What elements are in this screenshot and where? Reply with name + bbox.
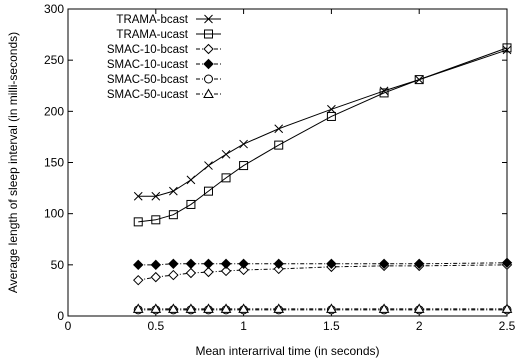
legend-marker <box>203 58 214 70</box>
x-tick-label: 2.5 <box>499 319 516 333</box>
x-tick-label: 1 <box>240 319 247 333</box>
legend-label: SMAC-50-ucast <box>107 89 189 101</box>
legend-entry: TRAMA-bcast <box>116 14 221 26</box>
data-point <box>204 161 213 170</box>
series-layer <box>132 43 513 315</box>
data-point <box>238 264 249 276</box>
data-point <box>501 303 513 313</box>
series-line <box>138 47 508 223</box>
data-point <box>203 258 214 270</box>
data-point <box>379 86 389 96</box>
data-point <box>186 199 196 209</box>
data-point <box>168 210 178 220</box>
series-smac-50-ucast <box>132 303 513 313</box>
data-point <box>378 258 390 270</box>
x-tick-label: 0.5 <box>147 319 164 333</box>
data-point <box>150 259 162 271</box>
data-point <box>133 259 144 271</box>
data-point <box>168 269 179 281</box>
data-point <box>414 75 424 85</box>
data-point <box>185 267 197 279</box>
y-tick-label: 200 <box>44 104 64 118</box>
data-point <box>150 271 162 283</box>
data-point <box>274 140 284 150</box>
data-point <box>221 149 231 159</box>
series-trama-bcast <box>133 45 512 201</box>
data-point <box>169 186 178 196</box>
data-point <box>239 139 248 149</box>
data-point <box>273 258 284 270</box>
data-point <box>168 303 179 313</box>
data-point <box>185 258 197 270</box>
data-point <box>326 303 337 313</box>
data-point <box>413 303 425 313</box>
legend-label: SMAC-50-bcast <box>107 74 189 86</box>
data-point <box>220 303 232 313</box>
data-point <box>239 161 249 171</box>
data-point <box>185 303 197 313</box>
data-point <box>413 258 425 270</box>
legend-label: TRAMA-ucast <box>116 29 188 41</box>
data-point <box>133 217 143 227</box>
legend-marker <box>203 88 214 98</box>
data-point <box>326 258 337 270</box>
legend-label: TRAMA-bcast <box>116 14 188 26</box>
data-point <box>326 111 336 121</box>
legend-entry: TRAMA-ucast <box>116 29 221 41</box>
legend-entry: SMAC-50-bcast <box>107 74 221 86</box>
data-point <box>168 258 179 270</box>
data-point <box>220 265 232 277</box>
x-tick-label: 0 <box>65 319 72 333</box>
x-tick-label: 2 <box>416 319 423 333</box>
data-point <box>378 303 390 313</box>
data-point <box>220 258 232 270</box>
data-point <box>186 175 196 185</box>
y-tick-label: 150 <box>44 156 64 170</box>
data-point <box>203 303 214 313</box>
data-point <box>151 191 161 201</box>
y-tick-label: 100 <box>44 207 64 221</box>
data-point <box>502 43 512 53</box>
data-point <box>203 266 214 278</box>
y-axis-label: Average length of sleep interval (in mil… <box>6 32 20 293</box>
series-line <box>138 49 508 197</box>
data-point <box>151 215 161 225</box>
series-trama-ucast <box>133 43 512 227</box>
y-tick-label: 250 <box>44 53 64 67</box>
data-point <box>502 45 512 55</box>
legend-entry: SMAC-10-ucast <box>107 58 221 71</box>
data-point <box>133 191 143 201</box>
data-point <box>379 88 389 98</box>
x-tick-label: 1.5 <box>323 319 340 333</box>
data-point <box>274 124 284 134</box>
data-point <box>150 303 162 313</box>
data-point <box>238 303 249 313</box>
legend-marker <box>204 29 213 39</box>
data-point <box>501 257 513 268</box>
data-point <box>221 173 231 183</box>
y-tick-label: 300 <box>44 2 64 16</box>
x-axis-label: Mean interarrival time (in seconds) <box>195 344 379 358</box>
data-point <box>203 186 213 196</box>
y-tick-label: 50 <box>51 258 65 272</box>
legend-marker <box>204 74 213 84</box>
data-point <box>133 274 144 286</box>
legend: TRAMA-bcast TRAMA-ucast SMAC-10-bcast SMAC-… <box>107 14 221 101</box>
data-point <box>132 303 144 313</box>
series-line <box>138 264 508 281</box>
legend-marker <box>204 14 213 24</box>
legend-entry: SMAC-10-bcast <box>107 43 221 56</box>
series-smac-10-ucast <box>133 257 513 271</box>
legend-label: SMAC-10-bcast <box>107 44 189 56</box>
legend-marker <box>203 43 214 55</box>
legend-entry: SMAC-50-ucast <box>107 88 221 101</box>
series-line <box>138 262 508 266</box>
legend-label: SMAC-10-ucast <box>107 59 189 71</box>
data-point <box>273 303 285 313</box>
data-point <box>238 258 249 270</box>
y-tick-label: 0 <box>57 309 64 323</box>
